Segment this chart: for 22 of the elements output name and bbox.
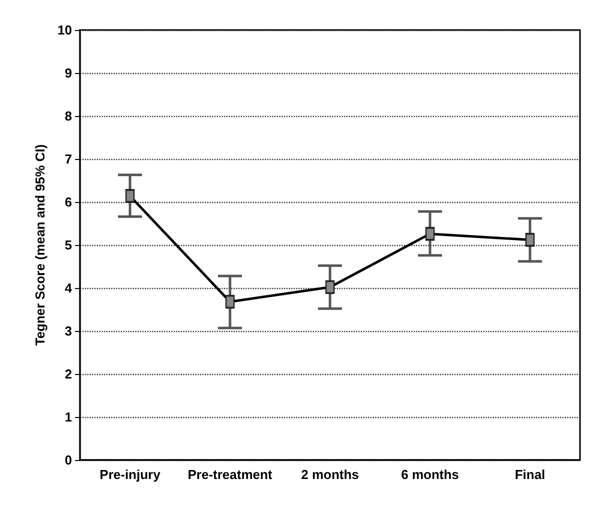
- y-tick-label: 4: [64, 280, 73, 296]
- y-tick-label: 10: [58, 22, 72, 38]
- y-tick-label: 9: [64, 66, 72, 80]
- point: [525, 233, 535, 247]
- x-tick-label: 2 months: [301, 467, 359, 482]
- x-tick-label: Pre-injury: [100, 467, 162, 482]
- y-tick-label: 7: [64, 152, 72, 166]
- y-axis-title: Tegner Score (mean and 95% CI): [32, 144, 48, 346]
- y-tick-label: 6: [64, 194, 72, 210]
- y-tick-label: 3: [64, 324, 72, 338]
- y-tick-label: 5: [64, 238, 72, 252]
- point: [325, 280, 335, 294]
- x-tick-label: 6 months: [401, 467, 459, 482]
- y-tick-label: 2: [64, 366, 72, 382]
- y-tick-label: 0: [64, 452, 72, 468]
- x-tick-label: Final: [514, 467, 546, 482]
- x-tick-label: Pre-treatment: [188, 467, 273, 482]
- y-tick-label: 1: [64, 410, 72, 424]
- point: [425, 227, 435, 241]
- point: [225, 295, 235, 309]
- point: [125, 189, 135, 203]
- y-tick-label: 8: [64, 108, 72, 124]
